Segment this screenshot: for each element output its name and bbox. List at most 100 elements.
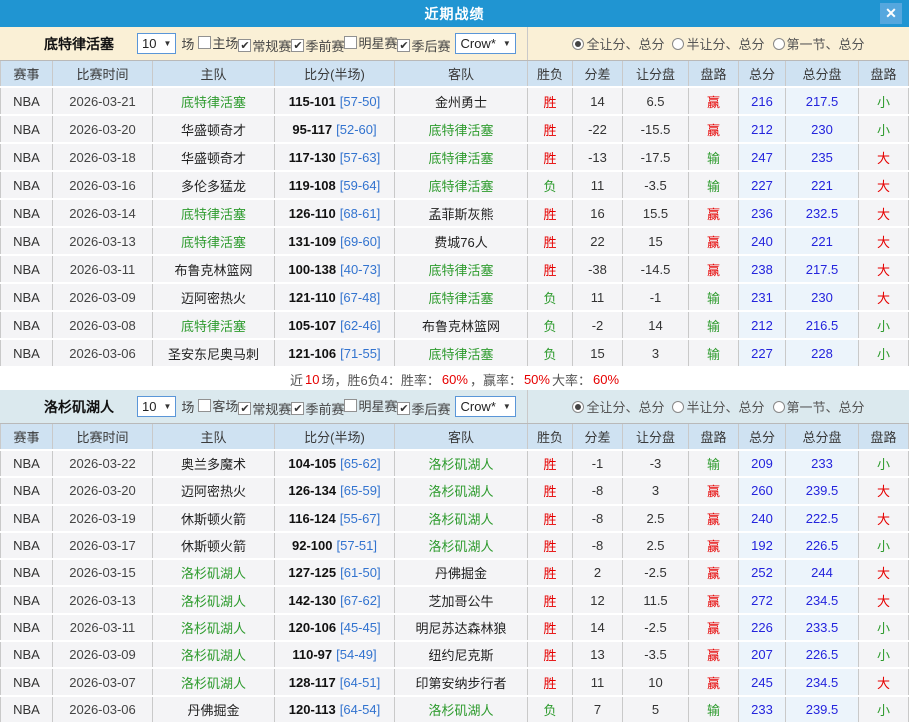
summary-text: 10 [304, 371, 320, 387]
game-row: NBA 2026-03-14 底特律活塞 126-110 [68-61] 孟菲斯灰熊胜 16… [0, 200, 909, 228]
spread-result-cell: 输 [689, 451, 739, 477]
radio-icon[interactable] [672, 400, 685, 413]
score-cell: 120-106 [45-45] [275, 614, 395, 641]
total-points-cell: 207 [739, 642, 786, 668]
total-line-cell: 226.5 [786, 532, 859, 559]
halftime-score: [68-61] [339, 205, 381, 221]
checked-checkbox-icon[interactable]: ✔ [238, 401, 252, 415]
home-team-cell: 华盛顿奇才 [153, 144, 275, 170]
unchecked-checkbox-icon[interactable] [198, 35, 212, 49]
checkbox-明星赛[interactable]: 明星赛 [344, 396, 397, 415]
over-under-cell: 小 [859, 696, 909, 722]
score-cell: 92-100 [57-51] [275, 532, 395, 559]
over-under-cell: 小 [859, 312, 909, 338]
spread-line-cell: -17.5 [623, 144, 689, 170]
checkbox-季前赛[interactable]: ✔ 季前赛 [291, 36, 344, 55]
radio-icon[interactable] [672, 37, 685, 50]
close-icon[interactable]: ✕ [880, 3, 902, 24]
player-select[interactable]: Crow* ▼ [455, 396, 516, 417]
spread-line-cell: -3 [623, 451, 689, 477]
over-under-cell: 小 [859, 532, 909, 559]
win-loss-cell: 胜 [528, 451, 573, 477]
column-header: 比分(半场) [275, 424, 395, 449]
point-diff-cell: 2 [573, 560, 623, 586]
column-header: 胜负 [528, 424, 573, 449]
game-row: NBA 2026-03-15 洛杉矶湖人 127-125 [61-50] 丹佛掘金胜 2 -2… [0, 560, 909, 588]
win-loss-cell: 负 [528, 312, 573, 338]
radio-label: 第一节、总分 [786, 400, 865, 415]
checked-checkbox-icon[interactable]: ✔ [397, 38, 411, 52]
date-cell: 2026-03-07 [53, 669, 153, 695]
games-count-select[interactable]: 10 ▼ [137, 396, 177, 417]
halftime-score: [65-59] [340, 483, 381, 499]
team-section: 洛杉矶湖人 10 ▼ 场 客场 ✔ 常规赛 ✔ 季前赛 明星赛 ✔ 季后赛 Crow* ▼ 全让分… [0, 390, 909, 724]
spread-result-cell: 赢 [689, 200, 739, 226]
column-header: 盘路 [859, 424, 909, 449]
over-under-cell: 大 [859, 669, 909, 695]
unchecked-checkbox-icon[interactable] [198, 398, 212, 412]
halftime-score: [71-55] [340, 345, 381, 361]
home-team-cell: 洛杉矶湖人 [153, 669, 275, 695]
games-count-select[interactable]: 10 ▼ [137, 33, 177, 54]
total-line-cell: 233 [786, 451, 859, 477]
total-line-cell: 239.5 [786, 478, 859, 504]
total-line-cell: 230 [786, 284, 859, 310]
win-loss-cell: 胜 [528, 144, 573, 170]
unchecked-checkbox-icon[interactable] [344, 398, 358, 412]
spread-result-cell: 赢 [689, 505, 739, 531]
halftime-score: [61-50] [340, 565, 381, 581]
halftime-score: [64-51] [339, 674, 381, 690]
home-team-cell: 底特律活塞 [153, 200, 275, 226]
radio-selected-icon[interactable] [572, 37, 585, 50]
over-under-cell: 小 [859, 642, 909, 668]
total-points-cell: 216 [739, 88, 786, 114]
radio-全让分、总分[interactable]: 全让分、总分 [572, 397, 664, 416]
radio-半让分、总分[interactable]: 半让分、总分 [672, 397, 765, 416]
checkbox-明星赛[interactable]: 明星赛 [344, 33, 397, 52]
checked-checkbox-icon[interactable]: ✔ [238, 38, 252, 52]
radio-全让分、总分[interactable]: 全让分、总分 [572, 34, 664, 53]
radio-group: 全让分、总分 半让分、总分 第一节、总分 [528, 390, 909, 423]
checkbox-季后赛[interactable]: ✔ 季后赛 [397, 399, 450, 418]
away-team-cell: 洛杉矶湖人 [395, 478, 528, 504]
total-points-cell: 245 [739, 669, 786, 695]
column-header: 主队 [153, 424, 275, 449]
game-row: NBA 2026-03-16 多伦多猛龙 119-108 [59-64] 底特律活塞负 11… [0, 172, 909, 200]
checked-checkbox-icon[interactable]: ✔ [291, 38, 305, 52]
checked-checkbox-icon[interactable]: ✔ [291, 401, 305, 415]
radio-第一节、总分[interactable]: 第一节、总分 [772, 397, 865, 416]
checkbox-客场[interactable]: 客场 [198, 396, 238, 415]
total-points-cell: 236 [739, 200, 786, 226]
over-under-cell: 大 [859, 228, 909, 254]
radio-icon[interactable] [772, 400, 785, 413]
total-points-cell: 227 [739, 340, 786, 366]
checkbox-季前赛[interactable]: ✔ 季前赛 [291, 399, 344, 418]
halftime-score: [69-60] [340, 233, 381, 249]
checked-checkbox-icon[interactable]: ✔ [397, 401, 411, 415]
checkbox-常规赛[interactable]: ✔ 常规赛 [238, 399, 291, 418]
spread-result-cell: 赢 [689, 88, 739, 114]
point-diff-cell: -8 [573, 505, 623, 531]
caret-down-icon: ▼ [502, 39, 511, 48]
spread-line-cell: -2.5 [623, 560, 689, 586]
checkbox-group: 客场 ✔ 常规赛 ✔ 季前赛 明星赛 ✔ 季后赛 [198, 396, 450, 418]
radio-selected-icon[interactable] [572, 400, 585, 413]
checkbox-常规赛[interactable]: ✔ 常规赛 [238, 36, 291, 55]
checkbox-季后赛[interactable]: ✔ 季后赛 [397, 36, 450, 55]
unchecked-checkbox-icon[interactable] [344, 35, 358, 49]
total-points-cell: 209 [739, 451, 786, 477]
player-select[interactable]: Crow* ▼ [455, 33, 516, 54]
caret-down-icon: ▼ [163, 402, 172, 411]
radio-半让分、总分[interactable]: 半让分、总分 [672, 34, 765, 53]
spread-line-cell: -14.5 [623, 256, 689, 282]
column-header: 赛事 [0, 424, 53, 449]
away-team-cell: 丹佛掘金 [395, 560, 528, 586]
date-cell: 2026-03-11 [53, 256, 153, 282]
date-cell: 2026-03-13 [53, 587, 153, 613]
final-score: 92-100 [292, 538, 333, 554]
checkbox-主场[interactable]: 主场 [198, 33, 238, 52]
radio-第一节、总分[interactable]: 第一节、总分 [772, 34, 865, 53]
radio-icon[interactable] [772, 37, 785, 50]
summary-line: 近 10 场，胜6负4：胜率： 60% ，赢率： 50% 大率： 60% [0, 368, 909, 390]
